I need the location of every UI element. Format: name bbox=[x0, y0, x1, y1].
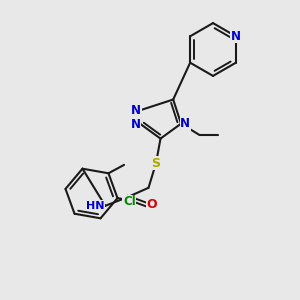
Text: S: S bbox=[152, 157, 160, 170]
Text: N: N bbox=[131, 104, 141, 117]
Text: N: N bbox=[180, 117, 190, 130]
Text: Cl: Cl bbox=[123, 195, 136, 208]
Text: N: N bbox=[131, 118, 141, 131]
Text: HN: HN bbox=[86, 201, 105, 211]
Text: N: N bbox=[231, 30, 241, 43]
Text: O: O bbox=[147, 198, 158, 212]
